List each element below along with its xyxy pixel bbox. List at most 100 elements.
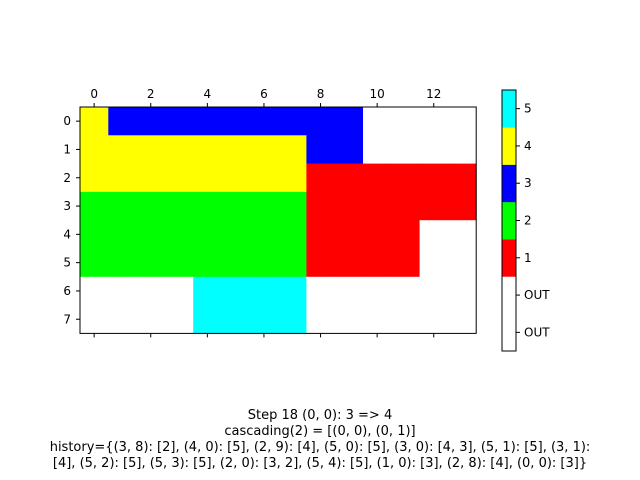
- x-tick-label: 12: [426, 87, 441, 101]
- heatmap-cell: [164, 305, 194, 334]
- x-tick-label: 6: [260, 87, 268, 101]
- heatmap-cell: [278, 305, 307, 334]
- heatmap-cell: [249, 305, 279, 334]
- heatmap-cell: [419, 276, 449, 306]
- y-tick-label: 7: [63, 312, 71, 326]
- heatmap-cell: [447, 220, 477, 249]
- heatmap-cell: [363, 220, 392, 249]
- heatmap-cell: [80, 248, 109, 278]
- caption-history-line1: history={(3, 8): [2], (4, 0): [5], (2, 9…: [49, 440, 591, 455]
- heatmap-cell: [363, 248, 392, 278]
- y-tick-label: 1: [63, 142, 71, 156]
- heatmap-cell: [249, 191, 279, 221]
- heatmap-cell: [221, 107, 251, 136]
- heatmap-cell: [419, 135, 449, 164]
- heatmap-cell: [80, 135, 109, 164]
- colorbar-segment: [502, 127, 516, 165]
- heatmap-cell: [391, 191, 420, 221]
- heatmap-cell: [221, 135, 251, 164]
- heatmap-cell: [419, 163, 449, 193]
- heatmap-cell: [108, 135, 137, 164]
- y-axis: 0 1 2 3 4 5 6 7: [63, 114, 80, 326]
- heatmap-cell: [391, 107, 420, 136]
- heatmap-cell: [306, 191, 336, 221]
- heatmap-cell: [193, 191, 222, 221]
- x-tick-label: 4: [204, 87, 212, 101]
- heatmap-cell: [108, 163, 137, 193]
- heatmap-cell: [136, 220, 166, 249]
- heatmap-cell: [108, 107, 137, 136]
- heatmap-cell: [334, 305, 364, 334]
- heatmap-cell: [419, 305, 449, 334]
- heatmap-cell: [164, 135, 194, 164]
- heatmap-cell: [249, 220, 279, 249]
- heatmap-cell: [334, 191, 364, 221]
- heatmap-cell: [363, 163, 392, 193]
- heatmap-cell: [221, 276, 251, 306]
- heatmap-cell: [447, 276, 477, 306]
- colorbar-segment: [502, 276, 516, 315]
- heatmap-cell: [221, 248, 251, 278]
- heatmap-cell: [136, 276, 166, 306]
- heatmap-cell: [306, 305, 336, 334]
- heatmap-cell: [249, 135, 279, 164]
- heatmap-cell: [164, 191, 194, 221]
- y-tick-label: 6: [63, 284, 71, 298]
- heatmap-cell: [391, 276, 420, 306]
- colorbar-segment: [502, 90, 516, 128]
- heatmap-cell: [334, 276, 364, 306]
- x-tick-label: 0: [90, 87, 98, 101]
- heatmap-cell: [221, 191, 251, 221]
- y-tick-label: 4: [63, 227, 71, 241]
- heatmap-cell: [447, 305, 477, 334]
- heatmap-cell: [164, 163, 194, 193]
- x-tick-label: 10: [370, 87, 385, 101]
- heatmap-cell: [306, 276, 336, 306]
- heatmap-cell: [108, 191, 137, 221]
- heatmap-cell: [306, 135, 336, 164]
- heatmap-cell: [164, 248, 194, 278]
- heatmap-cell: [80, 163, 109, 193]
- heatmap-cell: [136, 163, 166, 193]
- heatmap-cell: [306, 107, 336, 136]
- heatmap-cell: [363, 276, 392, 306]
- heatmap-cell: [363, 305, 392, 334]
- heatmap-cell: [363, 191, 392, 221]
- heatmap-cell: [391, 163, 420, 193]
- y-tick-label: 5: [63, 256, 71, 270]
- heatmap-cell: [221, 305, 251, 334]
- heatmap-cell: [80, 220, 109, 249]
- x-axis: 0 2 4 6 8 10 12: [90, 87, 441, 338]
- heatmap-cell: [108, 276, 137, 306]
- heatmap-cell: [334, 163, 364, 193]
- heatmap-cell: [193, 305, 222, 334]
- heatmap-cell: [334, 248, 364, 278]
- heatmap-cell: [193, 276, 222, 306]
- heatmap-cell: [447, 107, 477, 136]
- heatmap-cell: [249, 248, 279, 278]
- heatmap-cell: [193, 163, 222, 193]
- heatmap-cell: [193, 135, 222, 164]
- heatmap-cell: [391, 135, 420, 164]
- heatmap-cell: [306, 163, 336, 193]
- caption-cascading: cascading(2) = [(0, 0), (0, 1)]: [224, 424, 416, 439]
- heatmap-cell: [447, 248, 477, 278]
- heatmap-cell: [278, 276, 307, 306]
- heatmap-cell: [249, 163, 279, 193]
- heatmap-cell: [80, 191, 109, 221]
- heatmap-cell: [221, 220, 251, 249]
- heatmap-cell: [80, 276, 109, 306]
- heatmap-cell: [136, 305, 166, 334]
- heatmap-cell: [334, 220, 364, 249]
- y-tick-label: 2: [63, 171, 71, 185]
- heatmap-cell: [447, 163, 477, 193]
- heatmap-cell: [278, 248, 307, 278]
- heatmap-cell: [249, 276, 279, 306]
- heatmap-cell: [221, 163, 251, 193]
- heatmap-cell: [278, 163, 307, 193]
- heatmap-cell: [278, 135, 307, 164]
- heatmap-cell: [278, 220, 307, 249]
- heatmap-cell: [278, 107, 307, 136]
- heatmap-cell: [391, 248, 420, 278]
